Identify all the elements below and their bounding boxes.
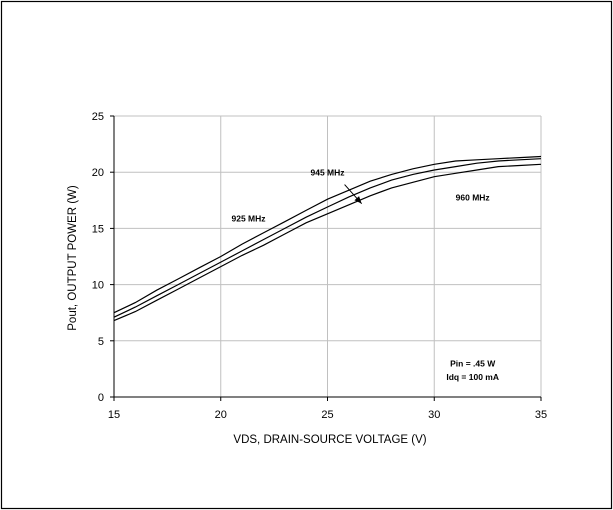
annotation-label: Pin = .45 W [450,359,496,369]
tick-labels: 0 5 10 15 20 25 15 20 25 30 35 [92,111,547,421]
annotation-label: 945 MHz [310,168,344,178]
axes [110,115,542,401]
arrow-head [354,196,362,204]
series-line [113,158,542,318]
y-tick-label: 0 [98,392,104,404]
annotations: 925 MHz 945 MHz 960 MHz Pin = .45 W Idq = 10… [231,168,499,383]
y-tick-label: 15 [92,223,104,235]
series-line [113,155,542,314]
x-axis-label: VDS, DRAIN-SOURCE VOLTAGE (V) [233,434,426,446]
x-tick-label: 25 [321,409,333,421]
series-line [113,163,542,322]
y-tick-label: 10 [92,280,104,292]
annotation-label: 960 MHz [456,192,490,202]
x-tick-label: 35 [535,409,547,421]
annotation-label: 925 MHz [231,214,265,224]
y-tick-label: 20 [92,167,104,179]
annotation-label: Idq = 100 mA [446,372,499,382]
x-tick-label: 15 [108,409,120,421]
y-axis-label: Pout, OUTPUT POWER (W) [67,185,79,331]
series-lines [113,155,542,322]
x-tick-label: 30 [428,409,440,421]
x-tick-label: 20 [215,409,227,421]
y-tick-label: 25 [92,111,104,123]
y-tick-label: 5 [98,336,104,348]
